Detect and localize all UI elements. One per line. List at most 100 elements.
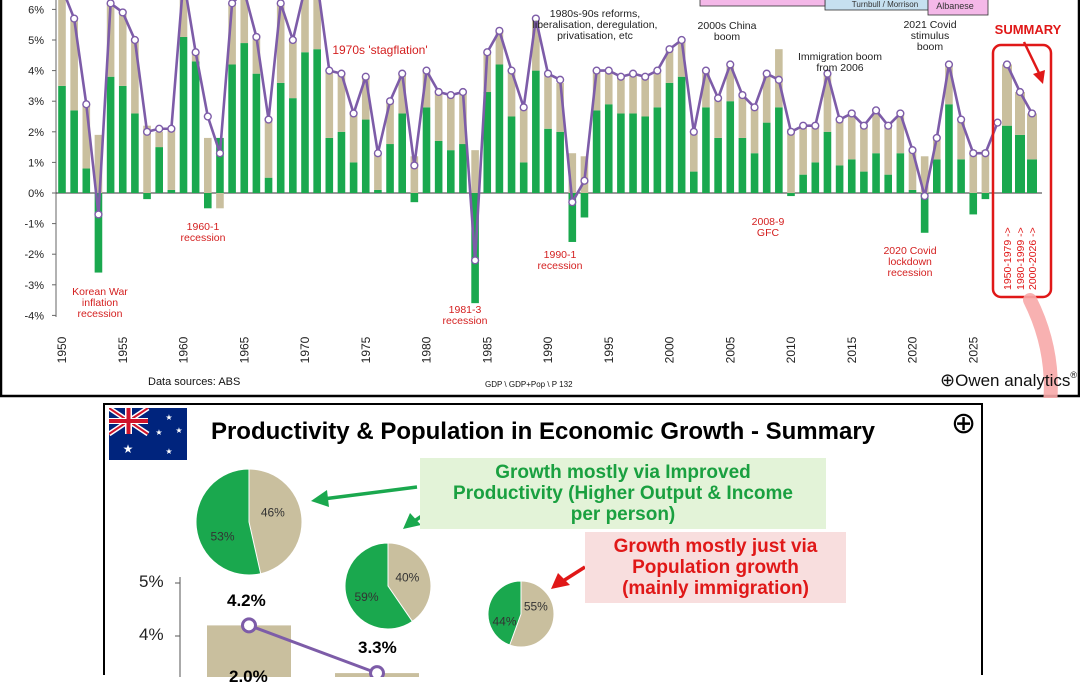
bar-population	[677, 40, 686, 77]
bar-population	[665, 49, 674, 83]
bar-population	[519, 107, 528, 163]
bar-population	[386, 101, 394, 145]
bar-productivity	[94, 193, 103, 273]
ytick-label: 5%	[28, 35, 44, 47]
bar-productivity	[775, 107, 783, 193]
bar-productivity	[422, 107, 431, 193]
green-arrow-1-head	[311, 490, 329, 507]
bar-productivity	[252, 73, 261, 193]
main-chart-panel: -4% -3% -2% -1% 0% 1% 2% 3% 4% 5% 6% 1950 1955 1960 19…	[0, 0, 1080, 398]
gdp-growth-point	[361, 72, 370, 81]
callout-productivity: Growth mostly via Improved Productivity …	[420, 458, 826, 529]
mini-bar-label-1: 2.0%	[229, 667, 268, 686]
gdp-growth-point	[592, 66, 601, 75]
bar-population	[106, 3, 115, 77]
red-arrow	[562, 565, 586, 583]
mini-bar-population	[207, 625, 291, 677]
gdp-growth-point	[531, 14, 540, 23]
svg-text:★: ★	[123, 442, 134, 456]
bar-population	[264, 119, 273, 178]
bar-productivity	[349, 162, 358, 193]
gdp-growth-point	[847, 109, 856, 118]
summary-bar-productivity	[1002, 125, 1012, 193]
bar-population	[240, 0, 249, 44]
xtick-label: 1975	[359, 336, 373, 363]
chart-ref: GDP \ GDP+Pop \ P 132	[485, 380, 573, 389]
bar-population	[933, 137, 941, 160]
bar-productivity	[459, 144, 467, 193]
bar-population	[920, 156, 929, 193]
xtick-label: 2005	[723, 336, 737, 363]
gdp-growth-point	[993, 118, 1002, 127]
summary-title: Productivity & Population in Economic Gr…	[210, 418, 876, 445]
bar-productivity	[507, 116, 516, 193]
pie-label-productivity: 44%	[492, 615, 516, 629]
gdp-growth-point	[884, 121, 893, 130]
bar-productivity	[665, 82, 674, 193]
gdp-growth-point	[556, 75, 565, 84]
bar-productivity	[702, 107, 710, 193]
summary-arrow-line	[1022, 41, 1042, 76]
bar-population	[896, 113, 905, 154]
gdp-growth-point	[762, 69, 771, 78]
bar-population	[434, 92, 443, 141]
bar-productivity	[677, 76, 686, 193]
chart-frame	[0, 0, 1080, 398]
summary-svg: 53% 46% 59% 40% 44% 55%	[175, 468, 586, 677]
ytick-label: -1%	[24, 219, 44, 231]
gdp-growth-point	[823, 69, 832, 78]
bar-productivity	[58, 85, 66, 193]
bar-productivity	[313, 49, 321, 194]
bar-productivity	[981, 193, 990, 200]
gdp-growth-point	[689, 127, 698, 136]
gdp-growth-point	[130, 35, 140, 45]
bar-population	[969, 150, 978, 193]
summary-bar-productivity	[1015, 134, 1025, 193]
summary-bar-productivity	[1027, 159, 1037, 193]
annotation-1990-recession: 1990-1 recession	[537, 249, 583, 272]
gdp-growth-point	[969, 149, 978, 158]
gdp-growth-point	[142, 127, 152, 136]
gdp-growth-point	[70, 14, 79, 23]
bar-population	[58, 0, 66, 86]
annotation-1981-recession: 1981-3 recession	[442, 304, 488, 327]
mini-ytick-5: 5%	[139, 572, 164, 591]
gdp-growth-point	[811, 121, 820, 130]
xtick-label: 1995	[602, 336, 616, 363]
gdp-growth-point	[471, 256, 480, 265]
bar-productivity	[131, 113, 139, 193]
mini-point	[369, 665, 385, 677]
gdp-growth-point	[215, 149, 225, 158]
pm-label-albanese: Albanese	[936, 1, 974, 11]
gdp-growth-point	[118, 8, 127, 17]
bar-population	[459, 92, 467, 145]
bar-population	[507, 70, 516, 117]
gdp-growth-point	[94, 210, 103, 219]
bar-productivity	[860, 171, 868, 193]
bar-population	[398, 73, 406, 114]
bar-productivity	[447, 150, 455, 193]
bar-productivity	[155, 147, 163, 193]
bar-population	[349, 113, 358, 163]
bar-population	[702, 70, 710, 108]
bar-population	[617, 76, 625, 114]
gdp-growth-point	[434, 87, 443, 97]
bar-population	[847, 113, 856, 160]
bar-population	[82, 104, 91, 169]
pie-slice-productivity	[344, 542, 414, 630]
ytick-label: 0%	[28, 188, 44, 200]
gdp-growth-point	[956, 115, 966, 124]
ytick-label: -2%	[24, 249, 44, 261]
xtick-label: 1970	[298, 336, 312, 363]
gdp-growth-point	[373, 149, 383, 158]
summary-period-label: 1950-1979 ->	[1002, 227, 1014, 290]
svg-text:★: ★	[165, 447, 172, 456]
bar-population	[884, 125, 892, 175]
bar-productivity	[167, 189, 176, 193]
bar-productivity	[204, 193, 212, 209]
annotation-1960-recession: 1960-1 recession	[180, 221, 226, 244]
bar-productivity	[289, 98, 297, 193]
bar-population	[471, 150, 479, 193]
gdp-growth-point	[628, 69, 638, 78]
bar-population	[823, 73, 832, 132]
